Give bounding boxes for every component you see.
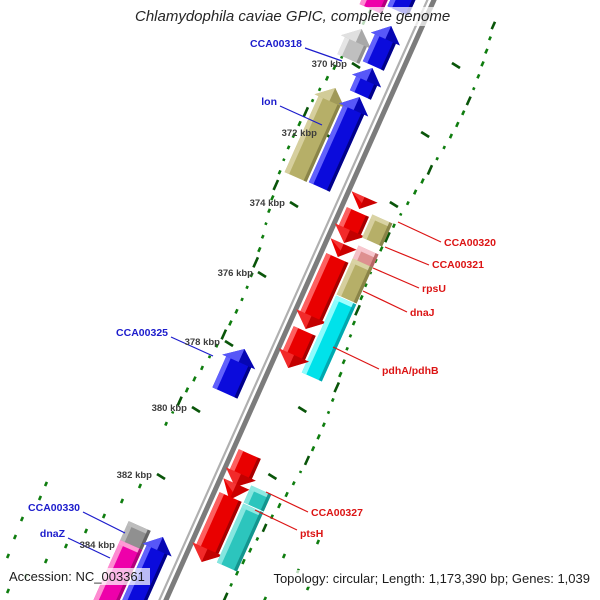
- gene-label-CCA00321[interactable]: CCA00321: [432, 259, 484, 271]
- accession-text: Accession: NC_003361: [4, 568, 150, 585]
- gene-CCA00325[interactable]: [212, 349, 256, 399]
- gene-label-CCA00320[interactable]: CCA00320: [444, 237, 496, 249]
- label-leader-line: [254, 509, 298, 531]
- label-leader-line: [372, 267, 420, 289]
- gene-label-dnaZ[interactable]: dnaZ: [40, 528, 66, 540]
- gene-label-rpsU[interactable]: rpsU: [422, 283, 446, 295]
- gene-CCA00320[interactable]: [362, 214, 393, 247]
- gene-arrow[interactable]: [351, 191, 378, 209]
- scale-tick-label: 378 kbp: [185, 337, 221, 348]
- gene-label-ptsH[interactable]: ptsH: [300, 528, 323, 540]
- gene-arrow[interactable]: [192, 492, 242, 562]
- label-leader-line: [279, 105, 323, 126]
- gene-CCA00330[interactable]: [120, 521, 151, 550]
- genome-stats-text: Topology: circular; Length: 1,173,390 bp…: [268, 570, 595, 587]
- gene-label-lon[interactable]: lon: [261, 96, 277, 108]
- label-leader-line: [170, 336, 214, 357]
- gene-CCA00321[interactable]: [352, 245, 379, 269]
- gene-label-CCA00327[interactable]: CCA00327: [311, 507, 363, 519]
- gene-label-CCA00330[interactable]: CCA00330: [28, 502, 80, 514]
- gene-label-CCA00325[interactable]: CCA00325: [116, 327, 168, 339]
- gene-rpsU[interactable]: [330, 238, 357, 257]
- gene-arrow[interactable]: [225, 449, 261, 487]
- gene-arrow[interactable]: [308, 97, 369, 192]
- gene-pdhA/pdhB[interactable]: [301, 295, 357, 382]
- label-leader-line: [265, 491, 309, 513]
- gene-dnaJ[interactable]: [336, 258, 373, 304]
- gene-arrow[interactable]: [337, 29, 371, 64]
- label-leader-line: [384, 246, 430, 266]
- gene-label-CCA00318[interactable]: CCA00318: [250, 38, 302, 50]
- scale-tick-label: 370 kbp: [312, 59, 348, 70]
- scale-tick-label: 372 kbp: [282, 128, 318, 139]
- label-leader-line: [304, 47, 343, 62]
- label-leader-line: [67, 537, 111, 559]
- gene-arrow[interactable]: [279, 326, 316, 368]
- label-leader-line: [362, 290, 408, 313]
- gc-dots-left: [164, 0, 378, 427]
- label-leader-line: [397, 221, 442, 243]
- gene-arrow[interactable]: [334, 207, 369, 243]
- gene-label-pdhA/pdhB[interactable]: pdhA/pdhB: [382, 365, 439, 377]
- page-title: Chlamydophila caviae GPIC, complete geno…: [130, 7, 456, 26]
- gene-CCA00318[interactable]: [362, 26, 400, 71]
- scale-tick-label: 384 kbp: [80, 540, 116, 551]
- gene-CCA00327[interactable]: [243, 485, 272, 512]
- scale-tick-label: 382 kbp: [117, 470, 153, 481]
- label-leader-line: [332, 346, 380, 370]
- gene-arrow[interactable]: [223, 478, 250, 500]
- gene-label-dnaJ[interactable]: dnaJ: [410, 307, 435, 319]
- label-leader-line: [82, 511, 126, 534]
- genome-backbone-line: [158, 0, 437, 600]
- scale-tick-label: 374 kbp: [250, 198, 286, 209]
- gene-lon[interactable]: [284, 88, 345, 182]
- scale-tick-label: 380 kbp: [152, 403, 188, 414]
- gene-arrow[interactable]: [349, 68, 382, 100]
- gc-dots-extra: [5, 481, 321, 600]
- gc-dots-right: [222, 21, 497, 600]
- gene-arrow[interactable]: [296, 253, 349, 329]
- gene-ptsH[interactable]: [216, 503, 264, 572]
- scale-tick-label: 376 kbp: [218, 268, 254, 279]
